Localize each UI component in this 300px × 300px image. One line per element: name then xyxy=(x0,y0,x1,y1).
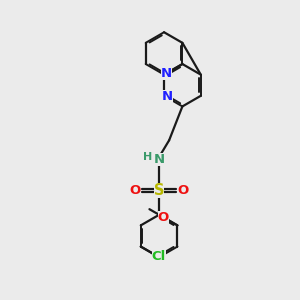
Text: H: H xyxy=(143,152,152,162)
Text: N: N xyxy=(161,90,172,103)
Text: N: N xyxy=(154,153,165,166)
Text: S: S xyxy=(154,183,164,198)
Text: N: N xyxy=(160,67,172,80)
Text: O: O xyxy=(178,184,189,197)
Text: O: O xyxy=(129,184,141,197)
Text: O: O xyxy=(158,211,169,224)
Text: Cl: Cl xyxy=(152,250,166,262)
